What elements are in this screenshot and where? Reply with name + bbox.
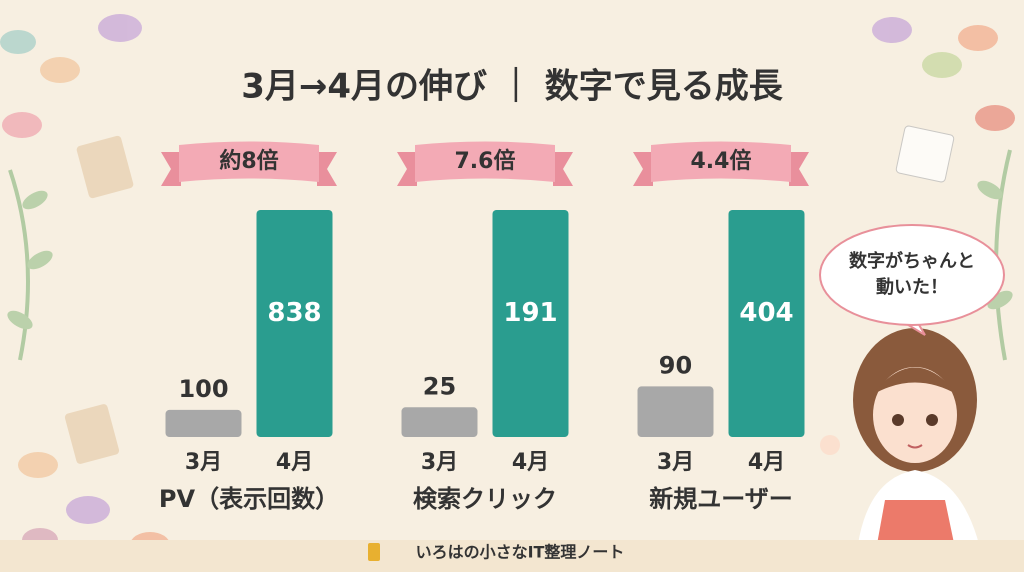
- bar: [728, 210, 805, 437]
- ribbon-tail: [789, 152, 809, 186]
- bar: [637, 386, 714, 437]
- multiplier-label: 7.6倍: [455, 148, 516, 174]
- ribbon: [179, 141, 319, 182]
- panel-title: 検索クリック: [413, 485, 557, 513]
- speech-line: 数字がちゃんと: [849, 250, 975, 272]
- category-label: 4月: [748, 450, 785, 475]
- footer-text: いろはの小さなIT整理ノート: [416, 543, 625, 562]
- ribbon-tail: [553, 152, 573, 186]
- panel-title: 新規ユーザー: [649, 485, 793, 513]
- page-title: 3月→4月の伸び ｜ 数字で見る成長: [241, 67, 783, 107]
- ribbon-tail: [633, 152, 653, 186]
- multiplier-label: 4.4倍: [691, 148, 752, 174]
- bar: [256, 210, 333, 437]
- ribbon-tail: [317, 152, 337, 186]
- category-label: 3月: [657, 450, 694, 475]
- category-label: 4月: [512, 450, 549, 475]
- ribbon-tail: [397, 152, 417, 186]
- speech-line: 動いた！: [876, 276, 948, 298]
- value-label: 404: [739, 298, 793, 328]
- category-label: 4月: [276, 450, 313, 475]
- bar: [492, 210, 569, 437]
- speech-bubble: 数字がちゃんと 動いた！: [819, 224, 1005, 336]
- ribbon-tail: [161, 152, 181, 186]
- value-label: 191: [503, 298, 557, 328]
- bar: [165, 409, 242, 437]
- multiplier-label: 約8倍: [219, 148, 278, 174]
- footer-icon: [368, 543, 380, 561]
- value-label: 90: [659, 351, 692, 379]
- bar: [401, 407, 478, 437]
- category-label: 3月: [185, 450, 222, 475]
- decorations: [0, 14, 1015, 558]
- value-label: 25: [423, 372, 456, 400]
- value-label: 838: [267, 298, 321, 328]
- value-label: 100: [178, 375, 228, 403]
- category-label: 3月: [421, 450, 458, 475]
- ribbon: [415, 141, 555, 182]
- ribbon: [651, 141, 791, 182]
- panel-title: PV（表示回数）: [159, 485, 339, 513]
- footer-band: [0, 540, 1024, 572]
